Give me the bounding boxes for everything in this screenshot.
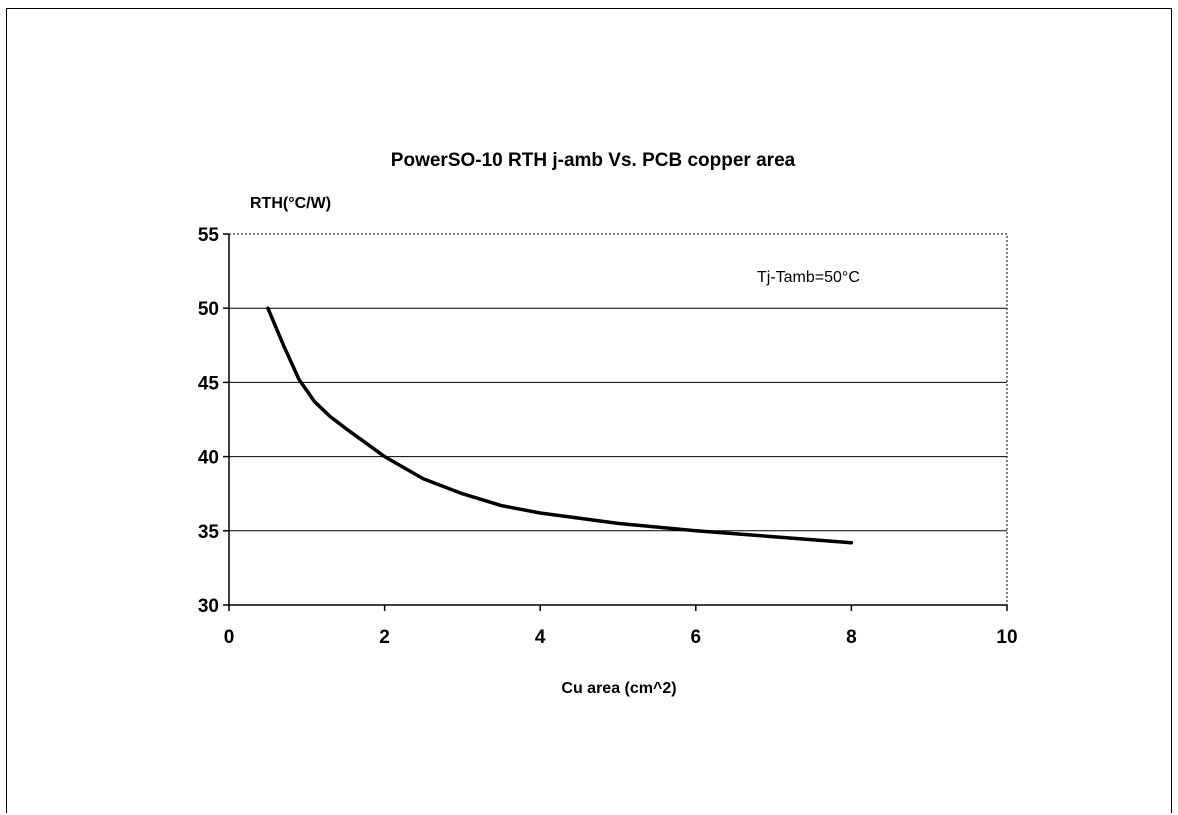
axes xyxy=(228,234,1007,606)
x-tick-label-0: 0 xyxy=(224,627,235,648)
chart-frame: PowerSO-10 RTH j-amb Vs. PCB copper area… xyxy=(6,8,1172,813)
y-tick-label-50: 50 xyxy=(198,299,219,320)
x-tick-label-6: 6 xyxy=(691,627,702,648)
series-line xyxy=(266,306,854,545)
chart-title: PowerSO-10 RTH j-amb Vs. PCB copper area xyxy=(391,150,796,171)
y-tick-label-35: 35 xyxy=(198,522,220,543)
y-tick-label-55: 55 xyxy=(198,225,220,246)
x-tick-label-8: 8 xyxy=(846,627,857,648)
x-tick-label-4: 4 xyxy=(535,627,546,648)
y-axis-label: RTH(°C/W) xyxy=(250,195,331,212)
x-tick-label-2: 2 xyxy=(379,627,390,648)
tick-labels: 30 35 40 45 50 55 0 2 4 6 8 10 xyxy=(198,225,1018,648)
y-tick-label-30: 30 xyxy=(198,596,219,617)
x-axis-label: Cu area (cm^2) xyxy=(561,680,676,697)
plot-area xyxy=(228,233,1008,606)
x-tick-label-10: 10 xyxy=(996,627,1017,648)
chart: PowerSO-10 RTH j-amb Vs. PCB copper area… xyxy=(198,150,1018,697)
y-tick-label-40: 40 xyxy=(198,448,219,469)
annotation-text: Tj-Tamb=50°C xyxy=(757,269,860,286)
y-tick-label-45: 45 xyxy=(198,373,220,394)
grid-lines xyxy=(229,307,1007,532)
